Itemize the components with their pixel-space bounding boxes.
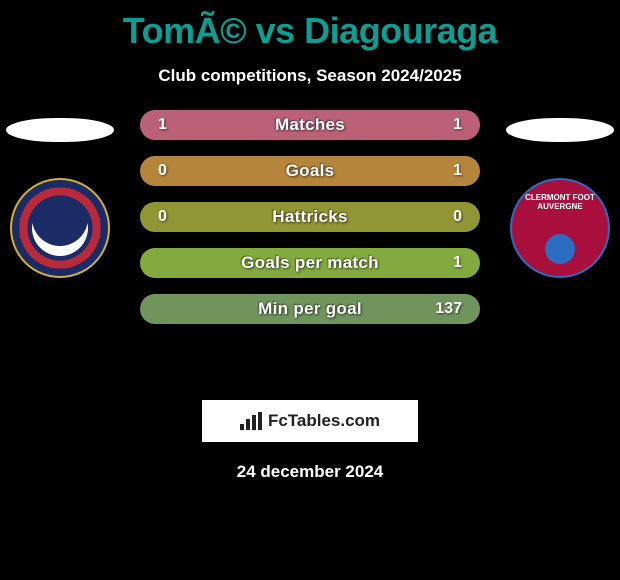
player-left-photo (6, 118, 114, 142)
stat-value-right: 0 (453, 208, 462, 226)
page-title: TomÃ© vs Diagouraga (0, 0, 620, 52)
branding-badge[interactable]: FcTables.com (202, 400, 418, 442)
club-badge-right: CLERMONT FOOT AUVERGNE (510, 178, 610, 278)
stat-row: 0 Hattricks 0 (140, 202, 480, 232)
club-label-left: CAEN (49, 245, 72, 254)
stat-label: Matches (275, 115, 345, 135)
stat-value-right: 1 (453, 162, 462, 180)
player-right-column: CLERMONT FOOT AUVERGNE (500, 118, 620, 278)
stat-value-left: 0 (158, 208, 167, 226)
stat-label: Hattricks (272, 207, 347, 227)
stat-row: 0 Goals 1 (140, 156, 480, 186)
stat-row: Min per goal 137 (140, 294, 480, 324)
stat-label: Goals per match (241, 253, 379, 273)
date-text: 24 december 2024 (0, 462, 620, 482)
bar-chart-icon (240, 412, 262, 430)
club-label-right: CLERMONT FOOT AUVERGNE (512, 194, 608, 212)
comparison-area: CAEN CLERMONT FOOT AUVERGNE 1 Matches 1 0 Go… (0, 118, 620, 378)
subtitle: Club competitions, Season 2024/2025 (0, 66, 620, 86)
club-badge-left: CAEN (10, 178, 110, 278)
player-left-column: CAEN (0, 118, 120, 278)
stat-label: Min per goal (258, 299, 362, 319)
stat-value-right: 1 (453, 116, 462, 134)
stats-list: 1 Matches 1 0 Goals 1 0 Hattricks 0 Goals per mat… (140, 110, 480, 324)
stat-value-right: 1 (453, 254, 462, 272)
stat-label: Goals (286, 161, 335, 181)
stat-row: Goals per match 1 (140, 248, 480, 278)
stat-value-right: 137 (435, 300, 462, 318)
player-right-photo (506, 118, 614, 142)
stat-value-left: 0 (158, 162, 167, 180)
branding-text: FcTables.com (268, 411, 380, 431)
stat-row: 1 Matches 1 (140, 110, 480, 140)
stat-value-left: 1 (158, 116, 167, 134)
